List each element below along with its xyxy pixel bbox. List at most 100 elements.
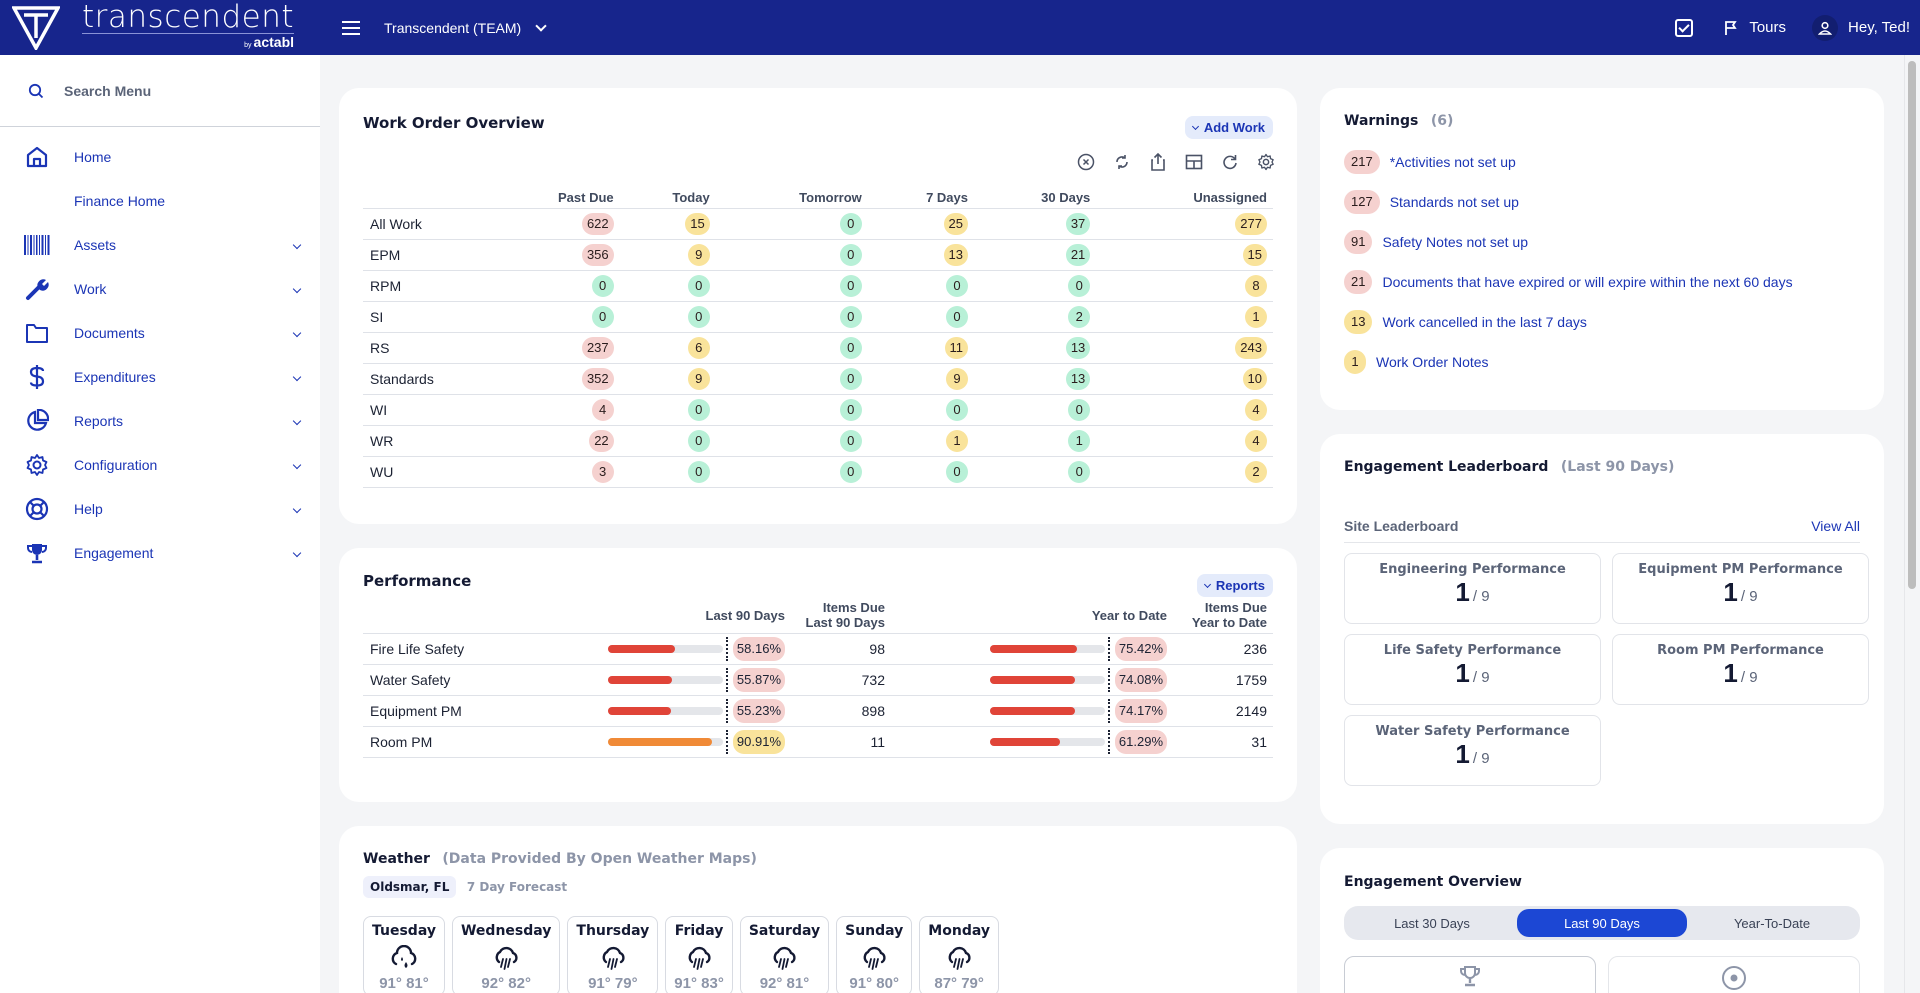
period-tab[interactable]: Last 90 Days (1517, 909, 1687, 937)
refresh-icon[interactable] (1221, 153, 1239, 171)
table-row[interactable]: SI 0 0 0 0 2 1 (363, 301, 1273, 333)
table-row[interactable]: Room PM 90.91% 11 61.29% 31 (363, 726, 1273, 758)
export-icon[interactable] (1149, 153, 1167, 171)
leaderboard-card[interactable]: Room PM Performance 1/ 9 (1612, 634, 1869, 705)
sidebar-item-work[interactable]: Work (0, 267, 320, 311)
user-menu[interactable]: Hey, Ted! (1812, 14, 1910, 41)
leaderboard-card[interactable]: Water Safety Performance 1/ 9 (1344, 715, 1601, 786)
layout-icon[interactable] (1185, 153, 1203, 171)
sidebar-item-expenditures[interactable]: Expenditures (0, 355, 320, 399)
warning-link[interactable]: Work cancelled in the last 7 days (1382, 314, 1587, 330)
count-badge[interactable]: 1 (1245, 306, 1267, 328)
count-badge[interactable]: 2 (1068, 306, 1091, 328)
count-badge[interactable]: 356 (581, 244, 614, 266)
add-work-button[interactable]: Add Work (1184, 116, 1273, 139)
table-row[interactable]: RS 237 6 0 11 13 243 (363, 332, 1273, 364)
count-badge[interactable]: 0 (591, 275, 614, 297)
count-badge[interactable]: 4 (1245, 430, 1267, 452)
warning-item[interactable]: 21 Documents that have expired or will ex… (1344, 262, 1860, 302)
view-all-link[interactable]: View All (1811, 518, 1860, 534)
period-tab[interactable]: Year-To-Date (1733, 915, 1811, 931)
count-badge[interactable]: 4 (591, 399, 614, 421)
count-badge[interactable]: 237 (581, 337, 614, 359)
table-row[interactable]: WI 4 0 0 0 0 4 (363, 394, 1273, 426)
count-badge[interactable]: 15 (685, 213, 710, 235)
leaderboard-card[interactable]: Equipment PM Performance 1/ 9 (1612, 553, 1869, 624)
count-badge[interactable]: 0 (839, 213, 862, 235)
count-badge[interactable]: 277 (1235, 213, 1267, 235)
count-badge[interactable]: 1 (1068, 430, 1091, 452)
warning-item[interactable]: 127 Standards not set up (1344, 182, 1860, 222)
count-badge[interactable]: 0 (687, 306, 710, 328)
column-header[interactable]: Unassigned (1193, 190, 1267, 205)
search-menu-input[interactable]: Search Menu (0, 55, 320, 127)
count-badge[interactable]: 0 (839, 306, 862, 328)
count-badge[interactable]: 0 (839, 275, 862, 297)
count-badge[interactable]: 9 (687, 244, 710, 266)
count-badge[interactable]: 13 (943, 244, 968, 266)
reports-button[interactable]: Reports (1196, 574, 1273, 597)
settings-icon[interactable] (1257, 153, 1275, 171)
count-badge[interactable]: 0 (1068, 399, 1091, 421)
table-row[interactable]: Water Safety 55.87% 732 74.08% 1759 (363, 664, 1273, 696)
warning-link[interactable]: *Activities not set up (1389, 154, 1516, 170)
warning-item[interactable]: 13 Work cancelled in the last 7 days (1344, 302, 1860, 342)
count-badge[interactable]: 11 (944, 337, 968, 359)
count-badge[interactable]: 9 (946, 368, 968, 390)
count-badge[interactable]: 622 (581, 213, 614, 235)
sync-icon[interactable] (1113, 153, 1131, 171)
table-row[interactable]: Fire Life Safety 58.16% 98 75.42% 236 (363, 633, 1273, 665)
sidebar-item-reports[interactable]: Reports (0, 399, 320, 443)
count-badge[interactable]: 13 (1065, 337, 1091, 359)
table-row[interactable]: EPM 356 9 0 13 21 15 (363, 239, 1273, 271)
count-badge[interactable]: 0 (687, 399, 710, 421)
warning-link[interactable]: Standards not set up (1389, 194, 1519, 210)
team-selector[interactable]: Transcendent (TEAM) (384, 20, 547, 36)
tours-button[interactable]: Tours (1723, 19, 1786, 36)
count-badge[interactable]: 0 (839, 461, 862, 483)
count-badge[interactable]: 2 (1245, 461, 1267, 483)
weather-location[interactable]: Oldsmar, FL (363, 876, 457, 898)
column-header[interactable]: Tomorrow (799, 190, 862, 205)
count-badge[interactable]: 15 (1242, 244, 1267, 266)
count-badge[interactable]: 1 (946, 430, 968, 452)
table-row[interactable]: Standards 352 9 0 9 13 10 (363, 363, 1273, 395)
count-badge[interactable]: 25 (943, 213, 968, 235)
leaderboard-card[interactable]: Life Safety Performance 1/ 9 (1344, 634, 1601, 705)
count-badge[interactable]: 0 (687, 275, 710, 297)
count-badge[interactable]: 0 (687, 461, 710, 483)
count-badge[interactable]: 0 (1068, 461, 1091, 483)
count-badge[interactable]: 0 (591, 306, 614, 328)
count-badge[interactable]: 13 (1065, 368, 1091, 390)
column-header[interactable]: 30 Days (1041, 190, 1091, 205)
count-badge[interactable]: 0 (839, 399, 862, 421)
clear-icon[interactable] (1077, 153, 1095, 171)
warning-link[interactable]: Documents that have expired or will expi… (1382, 274, 1793, 290)
count-badge[interactable]: 0 (946, 306, 968, 328)
scrollbar-thumb[interactable] (1908, 61, 1916, 589)
count-badge[interactable]: 0 (946, 275, 968, 297)
count-badge[interactable]: 0 (839, 430, 862, 452)
sidebar-item-home[interactable]: Home (0, 135, 320, 179)
column-header[interactable]: 7 Days (926, 190, 968, 205)
page-scrollbar[interactable] (1904, 55, 1920, 993)
count-badge[interactable]: 3 (591, 461, 614, 483)
sidebar-item-engagement[interactable]: Engagement (0, 531, 320, 575)
sidebar-item-help[interactable]: Help (0, 487, 320, 531)
count-badge[interactable]: 0 (946, 399, 968, 421)
logo[interactable]: transcendent by actabl (0, 0, 295, 55)
count-badge[interactable]: 0 (839, 368, 862, 390)
count-badge[interactable]: 10 (1242, 368, 1267, 390)
count-badge[interactable]: 6 (687, 337, 710, 359)
leaderboard-card[interactable]: Engineering Performance 1/ 9 (1344, 553, 1601, 624)
count-badge[interactable]: 21 (1065, 244, 1091, 266)
column-header[interactable]: Today (672, 190, 710, 205)
sidebar-item-documents[interactable]: Documents (0, 311, 320, 355)
column-header[interactable]: Past Due (558, 190, 614, 205)
warning-item[interactable]: 217 *Activities not set up (1344, 142, 1860, 182)
sidebar-item-assets[interactable]: Assets (0, 223, 320, 267)
count-badge[interactable]: 0 (839, 337, 862, 359)
engagement-target-card[interactable] (1608, 956, 1860, 993)
warning-item[interactable]: 1 Work Order Notes (1344, 342, 1860, 382)
warning-link[interactable]: Work Order Notes (1376, 354, 1489, 370)
